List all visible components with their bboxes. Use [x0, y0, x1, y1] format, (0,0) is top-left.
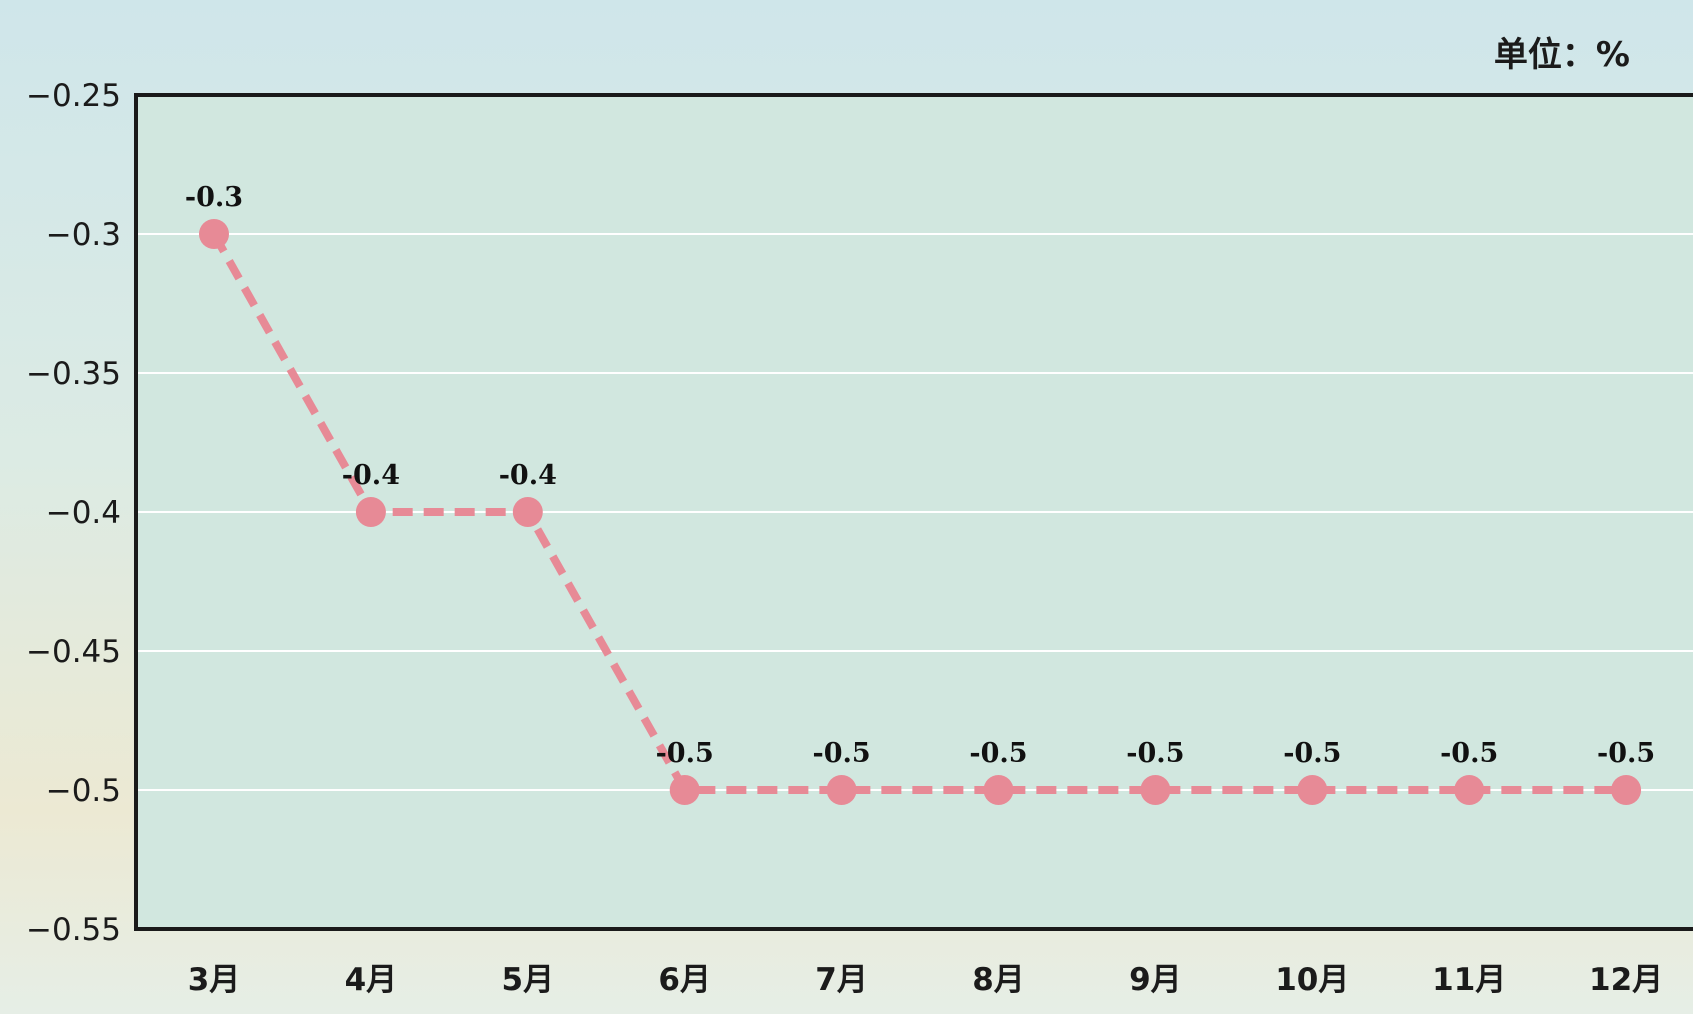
data-point	[983, 775, 1014, 805]
y-tick-label: −0.45	[26, 634, 121, 670]
data-labels: -0.3 -0.4 -0.4 -0.5 -0.5 -0.5 -0.5 -0.5 -0.5 -0.5	[185, 182, 1655, 769]
y-tick-labels: −0.25 −0.3 −0.35 −0.4 −0.45 −0.5 −0.55	[26, 78, 121, 948]
axes	[134, 93, 1693, 931]
data-label: -0.5	[813, 738, 871, 769]
data-points	[199, 219, 1642, 805]
data-label: -0.5	[656, 738, 714, 769]
data-label: -0.5	[1597, 738, 1655, 769]
y-tick-label: −0.5	[46, 773, 121, 809]
data-point	[1297, 775, 1328, 805]
x-tick-label: 7月	[815, 962, 868, 998]
data-point	[669, 775, 700, 805]
series-line	[210, 232, 1627, 794]
data-point	[826, 775, 857, 805]
data-label: -0.5	[1126, 738, 1184, 769]
x-tick-label: 11月	[1432, 962, 1506, 998]
x-tick-label: 3月	[188, 962, 241, 998]
y-tick-label: −0.4	[46, 495, 121, 531]
y-tick-label: −0.35	[26, 356, 121, 392]
unit-label: 单位：%	[1494, 35, 1630, 75]
data-point	[1454, 775, 1485, 805]
data-label: -0.4	[499, 460, 557, 491]
data-label: -0.4	[342, 460, 400, 491]
y-tick-label: −0.3	[46, 217, 121, 253]
x-tick-label: 9月	[1129, 962, 1182, 998]
data-point	[1140, 775, 1171, 805]
x-tick-label: 8月	[972, 962, 1025, 998]
data-label: -0.5	[1283, 738, 1341, 769]
data-point	[199, 219, 229, 249]
x-tick-label: 4月	[345, 962, 398, 998]
data-label: -0.5	[1440, 738, 1498, 769]
data-point	[355, 497, 386, 527]
data-point	[512, 497, 543, 527]
x-tick-label: 5月	[502, 962, 555, 998]
x-tick-labels: 3月 4月 5月 6月 7月 8月 9月 10月 11月 12月	[188, 962, 1663, 998]
x-tick-label: 10月	[1275, 962, 1349, 998]
y-tick-label: −0.55	[26, 912, 121, 948]
x-tick-label: 12月	[1589, 962, 1663, 998]
data-point	[1611, 775, 1642, 805]
x-tick-label: 6月	[658, 962, 711, 998]
y-tick-label: −0.25	[26, 78, 121, 114]
data-label: -0.5	[969, 738, 1027, 769]
data-label: -0.3	[185, 182, 243, 213]
